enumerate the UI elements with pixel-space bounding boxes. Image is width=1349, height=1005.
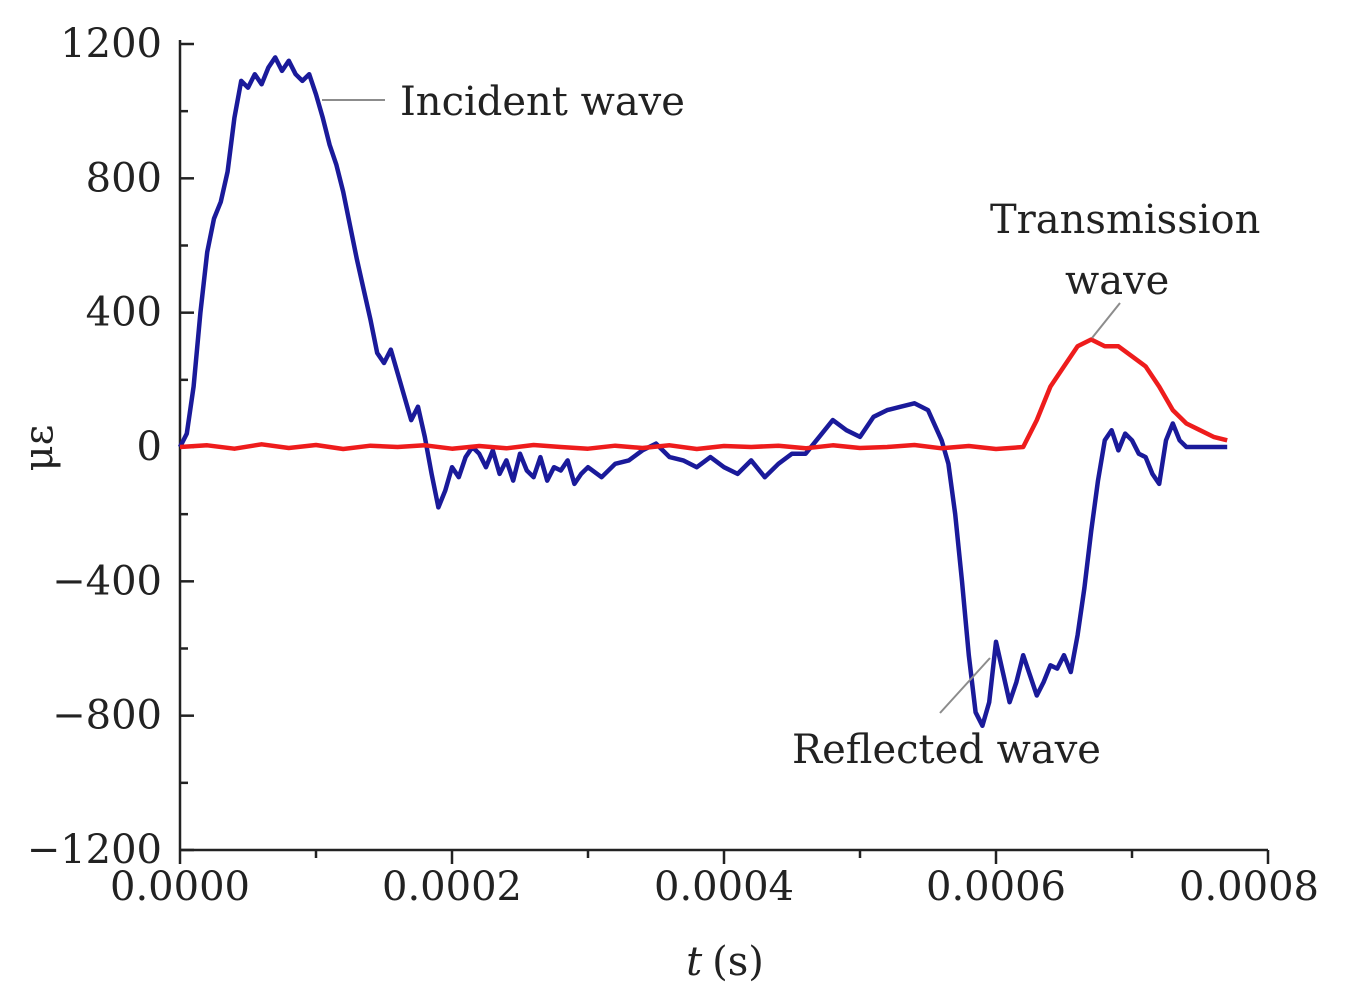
- x-axis-label-unit: (s): [712, 939, 764, 985]
- incident-reflected-wave-line: [177, 55, 1228, 728]
- y-tick-label: 800: [86, 155, 162, 201]
- x-tick-label: 0.0004: [654, 864, 794, 910]
- annotation-incident: Incident wave: [400, 79, 685, 125]
- x-axis-label: t (s): [686, 939, 764, 985]
- x-tick-label: 0.0000: [110, 864, 250, 910]
- y-tick-label: 400: [86, 290, 162, 336]
- x-tick-label: 0.0002: [382, 864, 522, 910]
- annotation-transmission-line2: wave: [1065, 258, 1169, 304]
- reflected-leader-line: [939, 657, 991, 714]
- annotation-transmission: Transmission: [990, 197, 1260, 243]
- y-tick-label: 0: [137, 424, 162, 470]
- transmission-leader-line: [1091, 302, 1121, 339]
- x-tick-label: 0.0008: [1179, 864, 1319, 910]
- annotation-reflected: Reflected wave: [792, 727, 1101, 773]
- x-ticks: 0.0000 0.0002 0.0004 0.0006 0.0008: [110, 850, 1319, 910]
- y-tick-label: −400: [52, 558, 162, 604]
- transmission-wave-line: [179, 337, 1228, 452]
- x-axis-label-var: t: [686, 939, 703, 985]
- y-ticks: −1200 −800 −400 0 400 800 1200: [27, 21, 194, 873]
- y-tick-label: −800: [52, 693, 162, 739]
- y-tick-label: −1200: [27, 827, 162, 873]
- x-tick-label: 0.0006: [926, 864, 1066, 910]
- y-axis-label: με: [16, 425, 62, 472]
- y-tick-label: 1200: [60, 21, 162, 67]
